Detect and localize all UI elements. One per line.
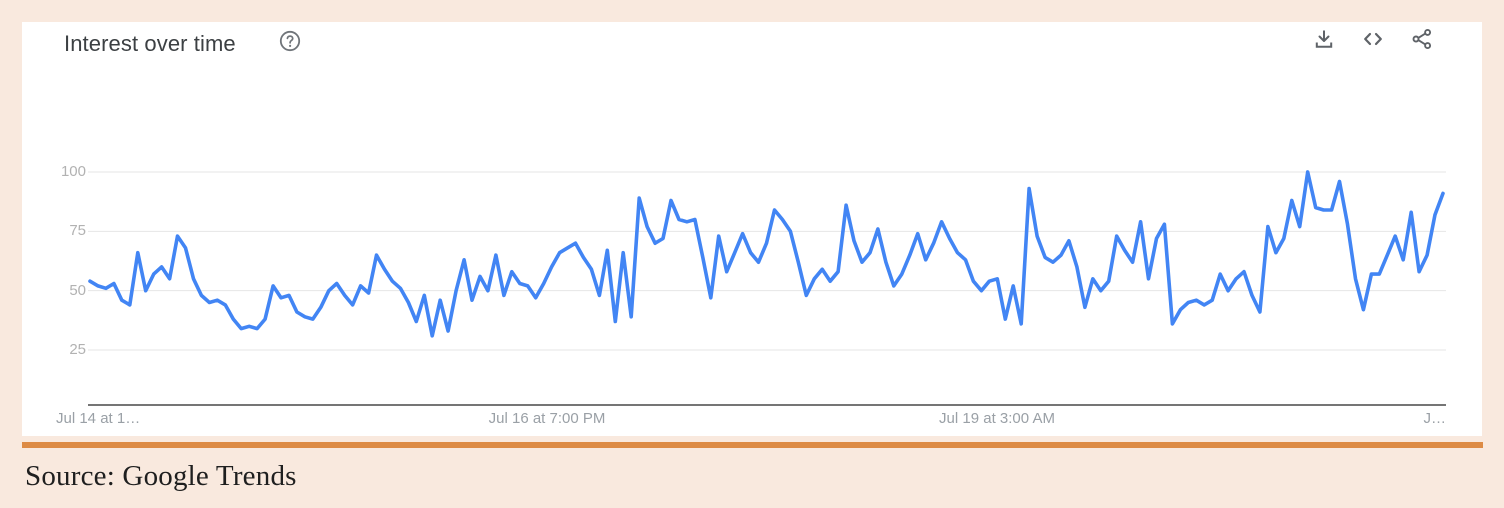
x-tick-label-1: Jul 16 at 7:00 PM bbox=[488, 410, 606, 427]
share-button[interactable] bbox=[1410, 27, 1434, 51]
page-title: Interest over time bbox=[64, 31, 236, 56]
y-tick-label-50: 50 bbox=[69, 281, 86, 299]
code-icon bbox=[1364, 32, 1382, 46]
y-tick-label-100: 100 bbox=[60, 163, 86, 180]
embed-code-button[interactable] bbox=[1361, 27, 1385, 51]
help-icon bbox=[279, 30, 301, 52]
download-icon bbox=[1315, 30, 1333, 48]
share-icon bbox=[1412, 28, 1432, 50]
download-button[interactable] bbox=[1312, 27, 1336, 51]
x-tick-label-2: Jul 19 at 3:00 AM bbox=[939, 410, 1055, 427]
chart-toolbar bbox=[1312, 27, 1434, 51]
help-button[interactable] bbox=[278, 29, 302, 53]
x-tick-label-3: J… bbox=[1423, 410, 1447, 427]
y-tick-label-75: 75 bbox=[69, 222, 86, 240]
x-tick-label-0: Jul 14 at 1… bbox=[56, 410, 141, 427]
interest-over-time-chart[interactable] bbox=[22, 22, 1482, 436]
trends-widget-card: Interest over time bbox=[22, 22, 1482, 436]
y-tick-label-25: 25 bbox=[69, 341, 86, 358]
source-caption: Source: Google Trends bbox=[25, 460, 297, 492]
accent-divider bbox=[22, 442, 1483, 448]
trend-line[interactable] bbox=[88, 170, 1445, 338]
